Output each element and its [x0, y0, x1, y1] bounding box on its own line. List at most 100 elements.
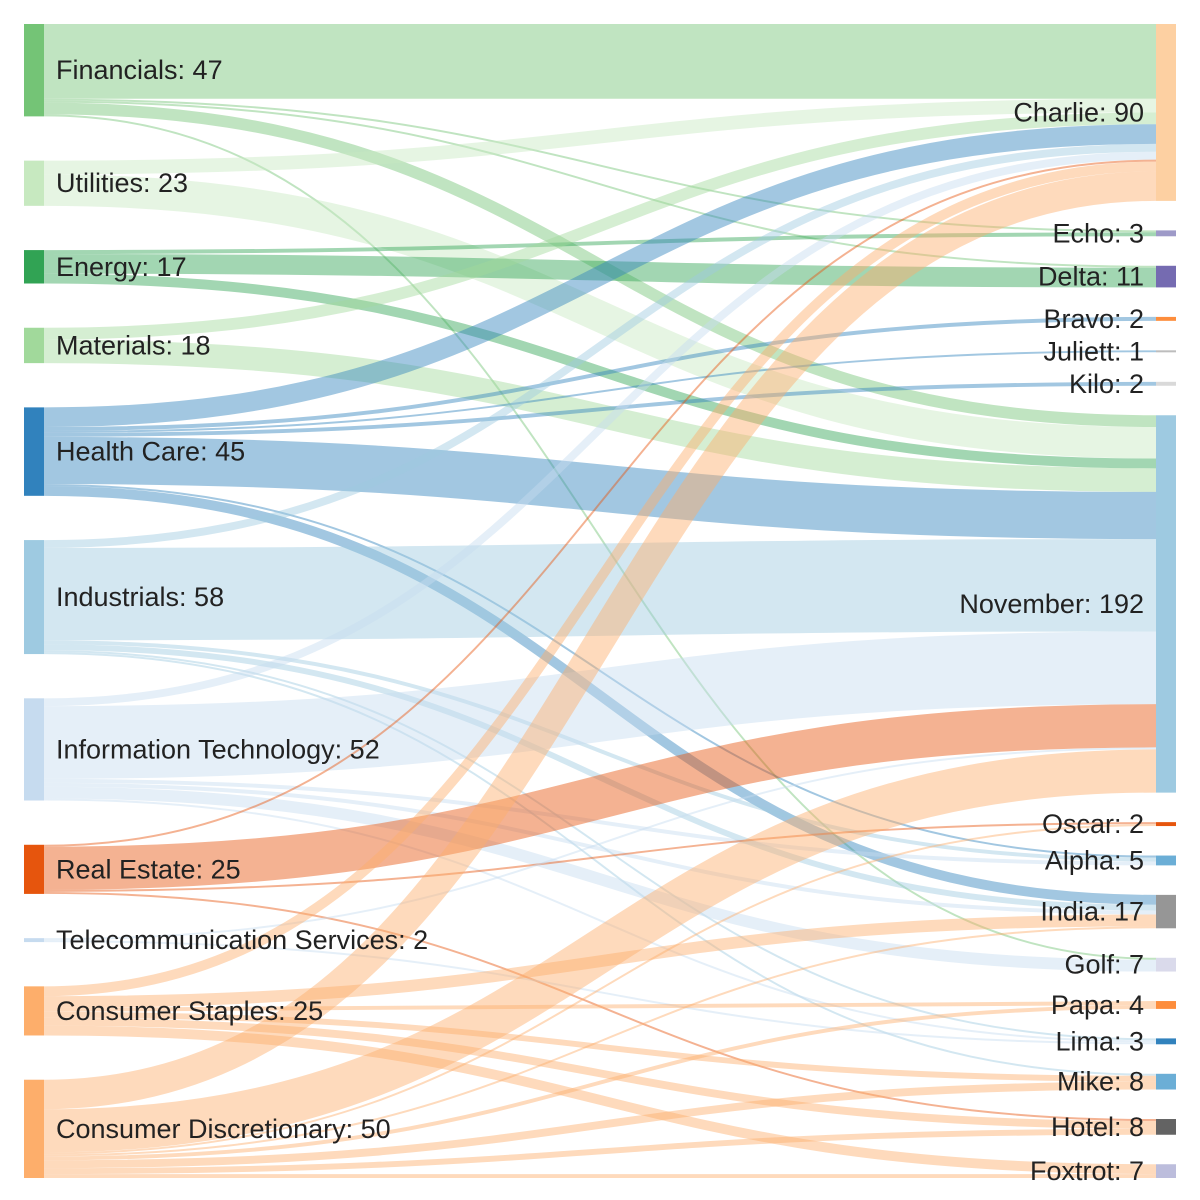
node-information_technology[interactable]	[24, 698, 44, 801]
link-health_care-to-kilo[interactable]	[43, 381, 1157, 437]
link-consumer_discretionary-to-charlie[interactable]	[43, 171, 1157, 1110]
link-consumer_staples-to-mike[interactable]	[43, 1011, 1157, 1082]
link-health_care-to-alpha[interactable]	[43, 484, 1157, 858]
node-papa[interactable]	[1156, 1001, 1176, 1009]
label-golf: Golf: 7	[1064, 950, 1144, 980]
link-industrials-to-lima[interactable]	[43, 650, 1157, 1041]
node-consumer_staples[interactable]	[24, 986, 44, 1036]
link-utilities-to-november[interactable]	[43, 174, 1157, 459]
node-delta[interactable]	[1156, 265, 1176, 288]
link-real_estate-to-charlie[interactable]	[43, 159, 1157, 847]
link-consumer_staples-to-india[interactable]	[43, 914, 1157, 1008]
node-golf[interactable]	[1156, 957, 1176, 972]
label-health_care: Health Care: 45	[56, 437, 245, 467]
link-industrials-to-november[interactable]	[43, 539, 1157, 641]
link-industrials-to-india[interactable]	[43, 644, 1157, 911]
node-health_care[interactable]	[24, 407, 44, 496]
link-health_care-to-november[interactable]	[43, 436, 1157, 540]
label-india: India: 17	[1040, 897, 1144, 927]
link-information_technology-to-november[interactable]	[43, 631, 1157, 779]
label-energy: Energy: 17	[56, 252, 187, 282]
label-consumer_discretionary: Consumer Discretionary: 50	[56, 1114, 391, 1144]
label-charlie: Charlie: 90	[1013, 97, 1144, 127]
node-hotel[interactable]	[1156, 1119, 1176, 1135]
node-echo[interactable]	[1156, 230, 1176, 237]
node-consumer_discretionary[interactable]	[24, 1079, 44, 1178]
label-lima: Lima: 3	[1055, 1026, 1144, 1056]
node-real_estate[interactable]	[24, 844, 44, 894]
label-industrials: Industrials: 58	[56, 582, 224, 612]
label-real_estate: Real Estate: 25	[56, 854, 241, 884]
label-echo: Echo: 3	[1052, 218, 1144, 248]
label-utilities: Utilities: 23	[56, 168, 188, 198]
label-financials: Financials: 47	[56, 55, 223, 85]
node-industrials[interactable]	[24, 540, 44, 655]
node-november[interactable]	[1156, 415, 1176, 793]
link-health_care-to-india[interactable]	[43, 485, 1157, 905]
link-consumer_discretionary-to-hotel[interactable]	[43, 1128, 1157, 1175]
link-industrials-to-alpha[interactable]	[43, 640, 1157, 862]
link-information_technology-to-charlie[interactable]	[43, 151, 1157, 707]
link-materials-to-november[interactable]	[43, 339, 1157, 492]
label-materials: Materials: 18	[56, 330, 211, 360]
link-telecommunication_services-to-lima[interactable]	[43, 940, 1157, 1045]
node-lima[interactable]	[1156, 1038, 1176, 1045]
link-financials-to-november[interactable]	[43, 102, 1157, 428]
label-telecommunication_services: Telecommunication Services: 2	[56, 925, 428, 955]
link-consumer_staples-to-foxtrot[interactable]	[43, 1025, 1157, 1175]
label-bravo: Bravo: 2	[1043, 304, 1144, 334]
link-industrials-to-charlie[interactable]	[43, 143, 1157, 548]
link-consumer_discretionary-to-papa[interactable]	[43, 1004, 1157, 1161]
link-information_technology-to-golf[interactable]	[43, 786, 1157, 972]
node-juliett[interactable]	[1156, 350, 1176, 353]
link-industrials-to-mike[interactable]	[43, 652, 1157, 1076]
node-telecommunication_services[interactable]	[24, 938, 44, 943]
link-consumer_discretionary-to-mike[interactable]	[43, 1081, 1157, 1169]
link-consumer_discretionary-to-november[interactable]	[43, 749, 1157, 1153]
link-energy-to-echo[interactable]	[43, 232, 1157, 255]
link-information_technology-to-alpha[interactable]	[43, 778, 1157, 866]
node-india[interactable]	[1156, 894, 1176, 929]
nodes-layer	[24, 24, 1176, 1178]
link-utilities-to-charlie[interactable]	[43, 98, 1157, 175]
link-financials-to-golf[interactable]	[43, 114, 1157, 960]
label-oscar: Oscar: 2	[1042, 809, 1144, 839]
link-real_estate-to-oscar[interactable]	[43, 822, 1157, 892]
link-information_technology-to-india[interactable]	[43, 782, 1157, 915]
label-kilo: Kilo: 2	[1069, 369, 1144, 399]
node-mike[interactable]	[1156, 1073, 1176, 1090]
link-health_care-to-bravo[interactable]	[43, 316, 1157, 431]
link-financials-to-delta[interactable]	[43, 100, 1157, 268]
link-health_care-to-juliett[interactable]	[43, 350, 1157, 433]
labels-layer: Financials: 47 Utilities: 23 Energy: 17 Mat…	[56, 55, 1144, 1186]
link-consumer_staples-to-charlie[interactable]	[43, 161, 1157, 997]
node-energy[interactable]	[24, 250, 44, 284]
node-oscar[interactable]	[1156, 822, 1176, 827]
link-materials-to-charlie[interactable]	[43, 112, 1157, 340]
link-financials-to-echo[interactable]	[43, 98, 1157, 233]
link-consumer_discretionary-to-oscar[interactable]	[43, 824, 1157, 1155]
link-real_estate-to-november[interactable]	[43, 704, 1157, 890]
node-foxtrot[interactable]	[1156, 1164, 1176, 1178]
link-consumer_staples-to-papa[interactable]	[43, 1001, 1157, 1012]
node-financials[interactable]	[24, 24, 44, 117]
node-charlie[interactable]	[1156, 24, 1176, 201]
link-consumer_staples-to-hotel[interactable]	[43, 1017, 1157, 1129]
label-consumer_staples: Consumer Staples: 25	[56, 996, 323, 1026]
link-telecommunication_services-to-november[interactable]	[43, 747, 1157, 941]
node-bravo[interactable]	[1156, 316, 1176, 321]
link-energy-to-november[interactable]	[43, 273, 1157, 469]
label-papa: Papa: 4	[1051, 990, 1144, 1020]
link-energy-to-delta[interactable]	[43, 254, 1157, 288]
link-consumer_discretionary-to-india[interactable]	[43, 926, 1157, 1157]
link-real_estate-to-hotel[interactable]	[43, 891, 1157, 1121]
node-kilo[interactable]	[1156, 381, 1176, 386]
node-utilities[interactable]	[24, 160, 44, 206]
node-alpha[interactable]	[1156, 855, 1176, 866]
label-alpha: Alpha: 5	[1045, 845, 1144, 875]
link-information_technology-to-lima[interactable]	[43, 798, 1157, 1043]
label-information_technology: Information Technology: 52	[56, 734, 380, 764]
link-health_care-to-charlie[interactable]	[43, 124, 1157, 428]
node-materials[interactable]	[24, 327, 44, 364]
